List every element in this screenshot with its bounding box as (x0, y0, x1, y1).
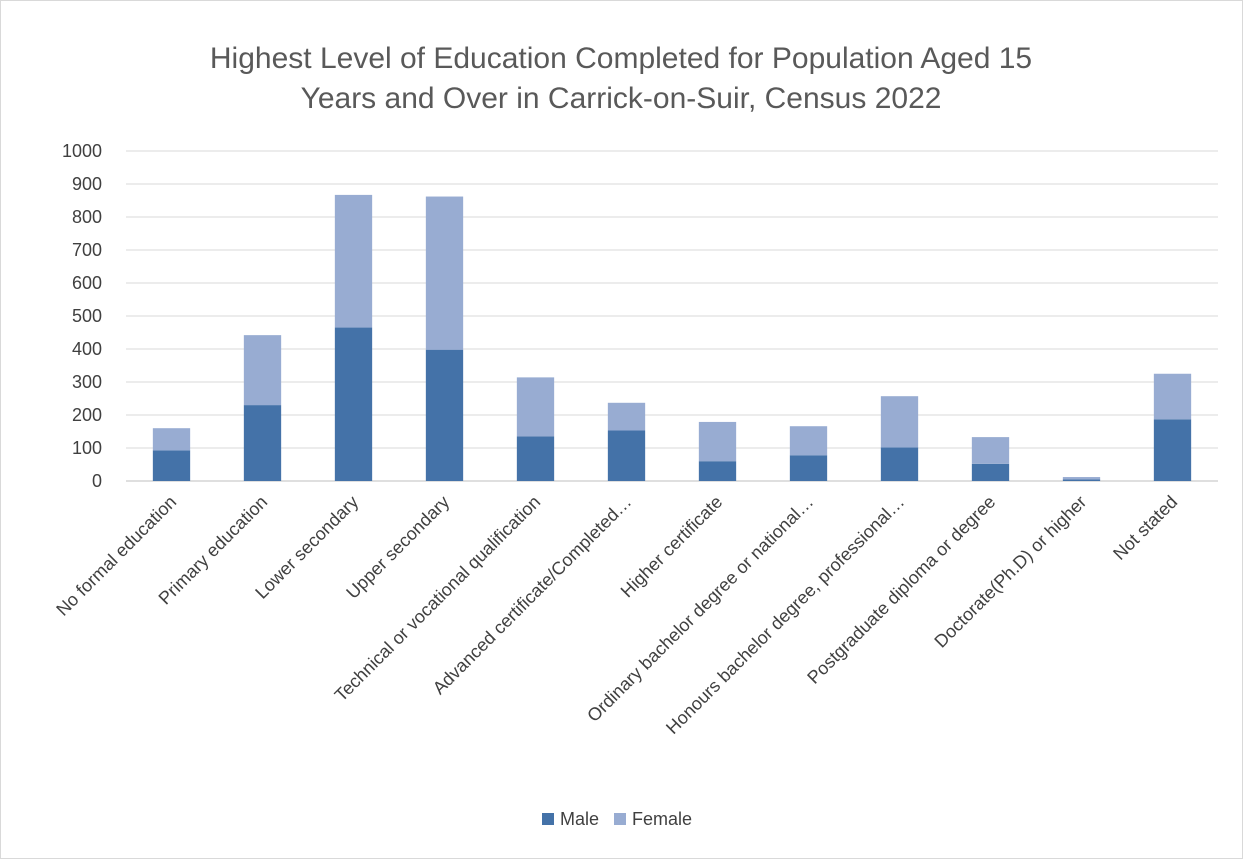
bar-female (698, 421, 737, 462)
x-tick-label: Advanced certificate/Completed… (429, 492, 636, 699)
y-tick-label: 700 (72, 240, 102, 260)
bar-male (243, 405, 282, 481)
legend-label-female: Female (632, 809, 692, 829)
bar-female (789, 426, 828, 456)
bar-male (607, 430, 646, 481)
bar-male (698, 461, 737, 481)
legend-swatch-female (614, 813, 626, 825)
bar-male (334, 327, 373, 481)
legend-label-male: Male (560, 809, 599, 829)
bar-female (880, 396, 919, 448)
y-tick-label: 200 (72, 405, 102, 425)
y-tick-label: 300 (72, 372, 102, 392)
bar-male (516, 436, 555, 481)
x-tick-label: Postgraduate diploma or degree (803, 492, 999, 688)
bar-female (425, 196, 464, 350)
bar-female (516, 377, 555, 437)
bar-female (1153, 373, 1192, 420)
bar-female (152, 428, 191, 451)
y-tick-label: 800 (72, 207, 102, 227)
y-axis: 0 100 200 300 400 500 600 700 800 900 1000 (62, 141, 102, 491)
bar-female (334, 194, 373, 328)
y-tick-label: 500 (72, 306, 102, 326)
x-tick-label: Not stated (1109, 492, 1181, 564)
y-tick-label: 900 (72, 174, 102, 194)
y-tick-label: 600 (72, 273, 102, 293)
chart-title-line-2: Years and Over in Carrick-on-Suir, Censu… (301, 82, 942, 115)
bar-male (1153, 419, 1192, 481)
x-tick-label: Technical or vocational qualification (331, 492, 545, 706)
bar-female (971, 437, 1010, 464)
bar-male (152, 450, 191, 481)
chart-title: Highest Level of Education Completed for… (210, 42, 1032, 115)
legend-swatch-male (542, 813, 554, 825)
bar-male (880, 447, 919, 481)
y-tick-label: 100 (72, 438, 102, 458)
y-tick-label: 0 (92, 471, 102, 491)
bar-female (243, 335, 282, 406)
x-tick-label: Doctorate(Ph.D) or higher (930, 492, 1090, 652)
bar-female (607, 402, 646, 431)
y-tick-label: 400 (72, 339, 102, 359)
bar-male (789, 455, 828, 481)
y-tick-label: 1000 (62, 141, 102, 161)
legend: Male Female (542, 809, 692, 829)
bar-male (971, 463, 1010, 481)
bars (152, 194, 1192, 481)
bar-female (1062, 477, 1101, 480)
gridlines (126, 150, 1218, 482)
chart-title-line-1: Highest Level of Education Completed for… (210, 42, 1032, 75)
bar-male (1062, 479, 1101, 481)
bar-male (425, 349, 464, 481)
